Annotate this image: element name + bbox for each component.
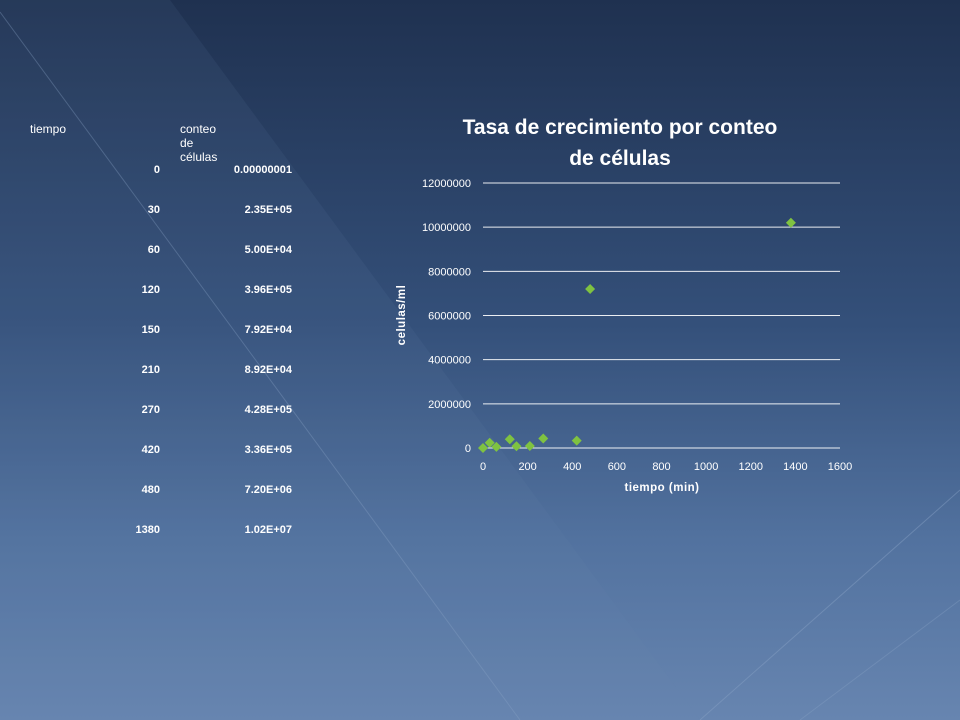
data-points xyxy=(478,217,796,453)
chart-title: Tasa de crecimiento por conteo de células xyxy=(463,116,778,170)
x-tick-label: 1600 xyxy=(828,461,852,473)
table-cell-conteo: 7.20E+06 xyxy=(244,484,292,496)
y-axis-label: celulas/ml xyxy=(396,285,408,346)
table-header-tiempo: tiempo xyxy=(30,122,67,136)
table-cell-conteo: 1.02E+07 xyxy=(244,524,292,536)
y-tick-label: 10000000 xyxy=(422,222,471,234)
table-header-conteo: conteo de células xyxy=(180,122,218,164)
y-tick-label: 4000000 xyxy=(428,355,471,367)
table-cell-conteo: 4.28E+05 xyxy=(244,404,292,416)
table-cell-conteo: 3.96E+05 xyxy=(244,284,292,296)
data-point xyxy=(524,441,535,452)
data-point xyxy=(538,433,549,444)
table-cell-conteo: 7.92E+04 xyxy=(244,324,292,336)
table-cell-tiempo: 1380 xyxy=(135,524,160,536)
table-cell-conteo: 3.36E+05 xyxy=(244,444,292,456)
table-cell-tiempo: 0 xyxy=(153,164,160,176)
table-cell-tiempo: 270 xyxy=(141,404,160,416)
y-tick-label: 12000000 xyxy=(422,178,471,190)
x-tick-label: 1000 xyxy=(694,461,718,473)
scatter-chart: Tasa de crecimiento por conteo de células… xyxy=(396,116,852,494)
chart-title-line: Tasa de crecimiento por conteo xyxy=(463,116,778,139)
x-tick-label: 0 xyxy=(480,461,486,473)
table-cell-tiempo: 420 xyxy=(141,444,160,456)
x-tick-label: 1200 xyxy=(739,461,763,473)
table-cell-tiempo: 60 xyxy=(147,244,160,256)
table-cell-tiempo: 30 xyxy=(147,204,160,216)
data-point xyxy=(511,441,522,452)
data-point xyxy=(785,217,796,228)
table-cell-tiempo: 120 xyxy=(141,284,160,296)
x-tick-label: 400 xyxy=(563,461,581,473)
table-cell-conteo: 0.00000001 xyxy=(233,164,292,176)
y-tick-label: 8000000 xyxy=(428,266,471,278)
x-tick-labels: 0 200 400 600 800 1000 1200 1400 1600 xyxy=(480,461,852,473)
data-point xyxy=(491,441,502,452)
table-cell-tiempo: 480 xyxy=(141,484,160,496)
y-tick-label: 6000000 xyxy=(428,311,471,323)
x-tick-label: 800 xyxy=(652,461,670,473)
x-tick-label: 200 xyxy=(518,461,536,473)
table-cell-tiempo: 150 xyxy=(141,324,160,336)
chart-title-line: de células xyxy=(569,147,671,170)
chart-gridlines xyxy=(483,182,840,449)
x-axis-label: tiempo (min) xyxy=(625,482,700,494)
y-tick-label: 2000000 xyxy=(428,399,471,411)
y-tick-label: 0 xyxy=(465,443,471,455)
data-point xyxy=(585,284,596,294)
data-point xyxy=(571,435,582,446)
data-point xyxy=(504,434,515,445)
x-tick-label: 600 xyxy=(608,461,626,473)
data-point xyxy=(478,443,488,453)
x-tick-label: 1400 xyxy=(783,461,807,473)
table-cell-tiempo: 210 xyxy=(141,364,160,376)
data-point xyxy=(484,437,495,448)
table-cell-conteo: 8.92E+04 xyxy=(244,364,292,376)
table-cell-conteo: 5.00E+04 xyxy=(244,244,292,256)
table-cell-conteo: 2.35E+05 xyxy=(244,204,292,216)
y-tick-labels: 0 2000000 4000000 6000000 8000000 10000000 120… xyxy=(422,178,471,455)
